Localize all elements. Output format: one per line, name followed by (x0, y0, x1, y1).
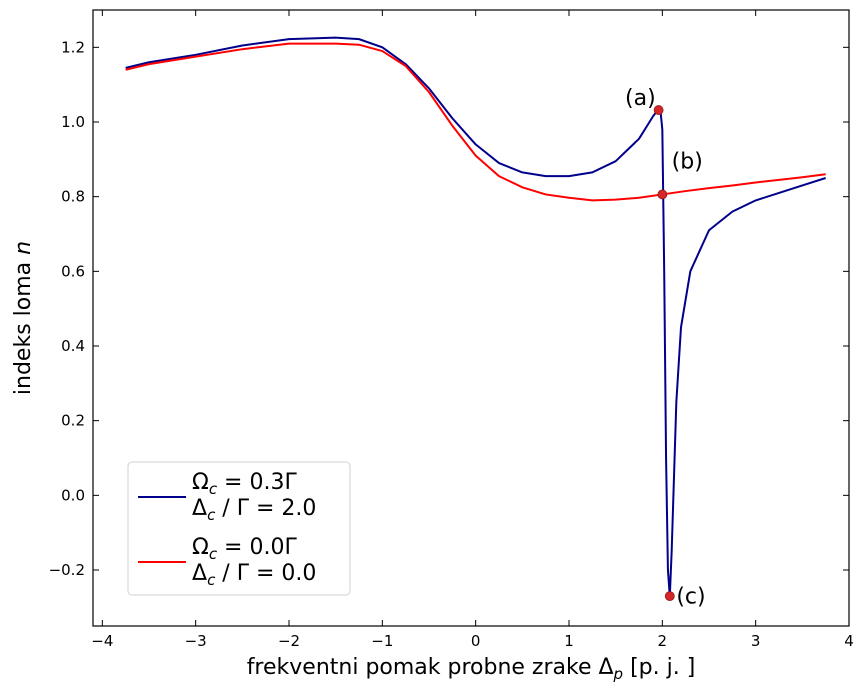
x-tick-label: −2 (278, 632, 300, 650)
x-tick-label: −1 (371, 632, 393, 650)
series-line-0 (125, 36, 826, 598)
y-tick-label: 0.4 (61, 337, 85, 355)
x-axis-ticks: −4 −3 −2 −1 0 1 2 3 4 (91, 10, 854, 650)
point-annotation: (b) (672, 150, 703, 175)
x-tick-label: 4 (844, 632, 854, 650)
y-tick-label: 0.8 (61, 188, 85, 206)
y-tick-label: 0.2 (61, 412, 85, 430)
marker-point (664, 591, 675, 602)
y-tick-label: 1.0 (61, 113, 85, 131)
legend-text-series-1-line1: Ωc = 0.0Γ (192, 535, 297, 563)
legend-text-series-0-line2: Δc / Γ = 2.0 (192, 496, 316, 524)
x-tick-label: 1 (564, 632, 574, 650)
x-tick-label: 2 (658, 632, 668, 650)
y-tick-label: 0.6 (61, 262, 85, 280)
series-line-1 (125, 42, 826, 202)
y-axis-ticks: −0.2 0.0 0.2 0.4 0.6 0.8 1.0 1.2 (49, 38, 849, 579)
curves-layer (125, 36, 826, 598)
y-axis-label: indeks loma n (11, 241, 36, 395)
x-tick-label: 0 (471, 632, 481, 650)
x-axis-label: frekventni pomak probne zrake Δp [p. j. … (247, 655, 696, 683)
x-tick-label: −3 (185, 632, 207, 650)
y-tick-label: 0.0 (61, 486, 85, 504)
y-tick-label: −0.2 (49, 561, 85, 579)
x-tick-label: 3 (751, 632, 761, 650)
plot-frame (92, 9, 850, 627)
legend-text-series-1-line2: Δc / Γ = 0.0 (192, 561, 316, 589)
point-annotation: (c) (676, 585, 705, 610)
point-annotation: (a) (625, 86, 656, 111)
marker-point (657, 189, 668, 200)
points-layer: (a) (b) (c) (625, 86, 706, 609)
legend-text-series-0-line1: Ωc = 0.3Γ (192, 470, 297, 498)
marker-point (653, 105, 664, 115)
x-tick-label: −4 (91, 632, 113, 650)
legend: Ωc = 0.3Γ Δc / Γ = 2.0 Ωc = 0.0Γ Δc / Γ … (127, 461, 351, 596)
y-tick-label: 1.2 (61, 38, 85, 56)
